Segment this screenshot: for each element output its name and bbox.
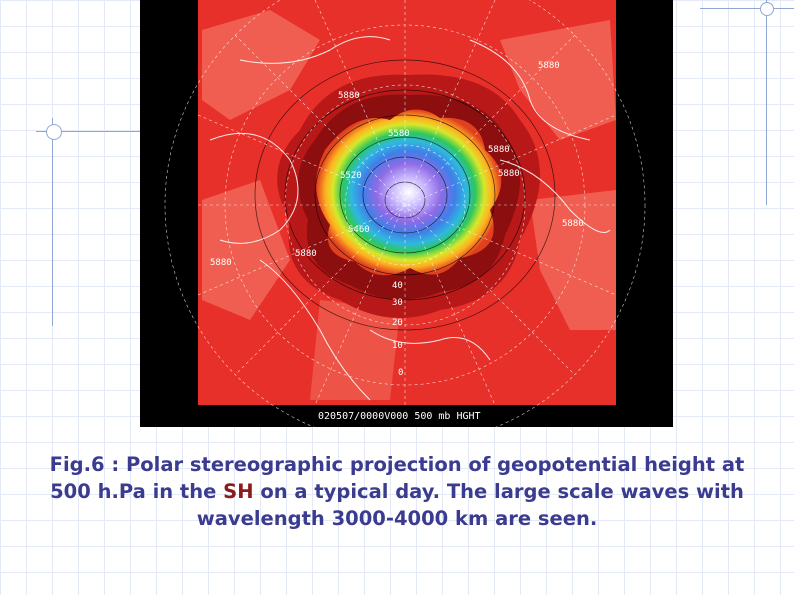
latitude-labels: 40 30 20 10 0 bbox=[392, 281, 403, 378]
decorative-line bbox=[766, 0, 767, 205]
contour-label: 5880 bbox=[295, 249, 317, 259]
land-patch bbox=[202, 180, 290, 320]
latitude-label: 20 bbox=[392, 318, 403, 328]
contour-label: 5880 bbox=[538, 61, 560, 71]
contour-label: 5880 bbox=[562, 219, 584, 229]
coastlines bbox=[209, 36, 611, 401]
caption-text: on a typical day. The large scale waves … bbox=[196, 480, 744, 530]
polar-map-image: 5880 5880 5880 5880 5880 5880 5880 5580 … bbox=[164, 0, 646, 427]
decorative-line bbox=[36, 131, 140, 132]
decorative-circle bbox=[760, 2, 774, 16]
polar-map-figure: 5880 5880 5880 5880 5880 5880 5880 5580 … bbox=[140, 0, 673, 427]
contour-labels: 5880 5880 5880 5880 5880 5880 5880 5580 … bbox=[210, 61, 584, 268]
contour-label: 5460 bbox=[348, 225, 370, 235]
latitude-label: 30 bbox=[392, 298, 403, 308]
latitude-label: 10 bbox=[392, 341, 403, 351]
graticule bbox=[164, 0, 646, 427]
contour-label: 5520 bbox=[340, 171, 362, 181]
decorative-circle bbox=[46, 124, 62, 140]
caption-text: Fig.6 : Polar stereographic projection o… bbox=[49, 453, 745, 503]
contour-label: 5880 bbox=[498, 169, 520, 179]
decorative-line bbox=[700, 8, 794, 9]
land-patch bbox=[310, 300, 400, 400]
contour-label: 5880 bbox=[210, 258, 232, 268]
figure-caption: Fig.6 : Polar stereographic projection o… bbox=[40, 451, 754, 532]
land-patch bbox=[500, 20, 616, 140]
contour-label: 5880 bbox=[338, 91, 360, 101]
contour-label: 5580 bbox=[388, 129, 410, 139]
decorative-line bbox=[52, 118, 53, 326]
land-patch bbox=[202, 10, 320, 120]
latitude-label: 0 bbox=[398, 368, 403, 378]
latitude-label: 40 bbox=[392, 281, 403, 291]
contour-label: 5880 bbox=[488, 145, 510, 155]
map-footer-label: 020507/0000V000 500 mb HGHT bbox=[318, 411, 481, 422]
caption-highlight: SH bbox=[223, 480, 254, 503]
